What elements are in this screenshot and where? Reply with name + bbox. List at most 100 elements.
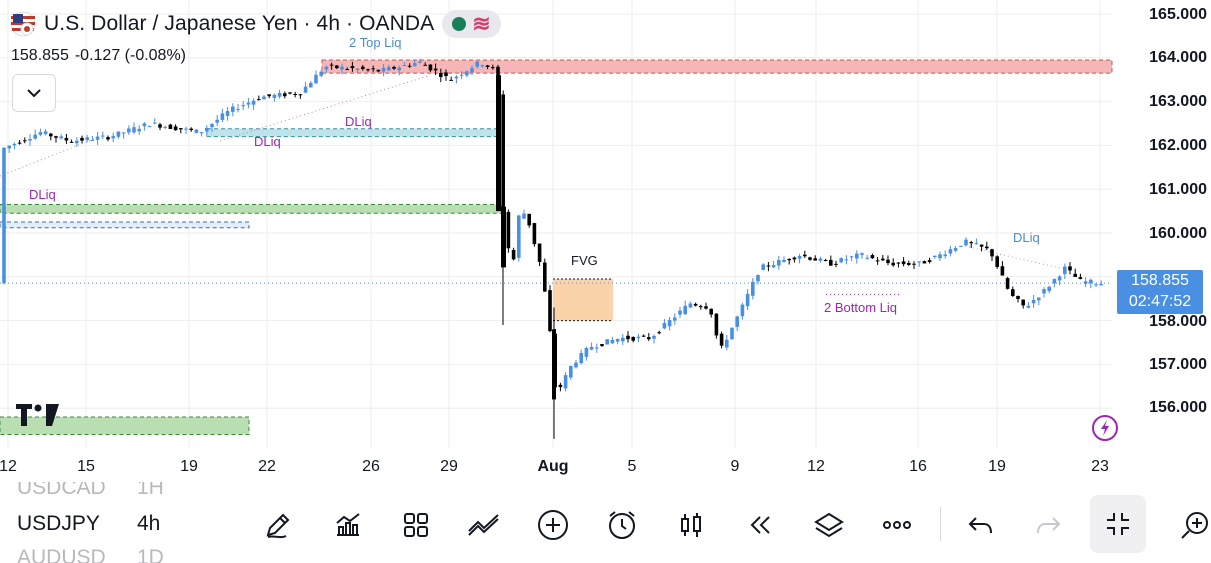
candle-type-icon[interactable]: [671, 505, 711, 545]
candle-body: [168, 124, 173, 129]
chart-area[interactable]: U.S. Dollar / Japanese Yen · 4h · OANDA …: [0, 0, 1211, 490]
candle-body: [319, 71, 323, 76]
candle-body: [501, 206, 506, 268]
x-tick-label: 22: [258, 458, 276, 475]
drawing-tools-icon[interactable]: [464, 505, 504, 545]
candle-body: [693, 303, 698, 306]
candle-body: [959, 245, 963, 247]
candle-body: [236, 109, 240, 111]
candle-body: [376, 69, 381, 72]
candle-body: [792, 257, 797, 260]
candle-body: [43, 131, 48, 135]
candle-body: [517, 215, 521, 258]
candle-body: [829, 259, 833, 266]
alert-icon[interactable]: [602, 505, 642, 545]
watchlist-item[interactable]: USDCAD 1H: [17, 482, 164, 496]
candle-body: [423, 64, 427, 66]
flash-icon[interactable]: [1091, 414, 1119, 447]
collapse-button[interactable]: [12, 74, 56, 112]
candle-body: [95, 136, 100, 140]
candle-body: [491, 67, 495, 69]
dliq-label: DLiq: [29, 187, 56, 202]
candle-body: [340, 66, 344, 70]
candle-body: [257, 99, 261, 101]
fullscreen-exit-icon[interactable]: [1090, 495, 1146, 553]
x-tick-label: 15: [77, 458, 95, 475]
candle-body: [787, 258, 791, 261]
x-tick-label: 26: [362, 458, 380, 475]
candle-body: [153, 122, 157, 124]
undo-icon[interactable]: [960, 505, 1000, 545]
candlestick-chart[interactable]: [0, 0, 1211, 490]
watchlist-symbol: AUDUSD: [17, 546, 106, 563]
watchlist-item[interactable]: AUDUSD 1D: [17, 546, 164, 563]
symbol-title[interactable]: U.S. Dollar / Japanese Yen · 4h · OANDA: [44, 12, 435, 35]
candle-body: [922, 261, 927, 264]
current-price-tag: 158.855 02:47:52: [1117, 270, 1203, 314]
candle-body: [506, 211, 511, 249]
candle-body: [704, 306, 708, 309]
candle-body: [485, 65, 490, 67]
candle-body: [709, 308, 713, 315]
layouts-icon[interactable]: [396, 505, 436, 545]
y-tick-label: 158.000: [1149, 313, 1207, 330]
candle-body: [1031, 299, 1036, 304]
candle-body: [251, 100, 256, 105]
more-icon[interactable]: [877, 505, 917, 545]
trend-line: [0, 136, 101, 177]
candle-body: [1037, 297, 1041, 301]
candle-body: [54, 136, 58, 138]
candle-body: [1078, 277, 1083, 279]
watchlist-item-active[interactable]: USDJPY 4h: [17, 512, 160, 536]
redo-icon[interactable]: [1029, 505, 1069, 545]
candle-body: [813, 258, 817, 261]
y-tick-label: 163.000: [1149, 93, 1207, 110]
dliq-label: DLiq: [1013, 230, 1040, 245]
candle-body: [1094, 284, 1098, 286]
candle-body: [189, 128, 193, 130]
candle-body: [1042, 289, 1046, 294]
candle-body: [184, 128, 188, 130]
dliq-label: DLiq: [254, 134, 281, 149]
candle-body: [563, 375, 568, 389]
candle-body: [990, 249, 994, 257]
pencil-icon[interactable]: [258, 505, 298, 545]
candle-body: [444, 72, 448, 77]
candle-body: [605, 339, 609, 345]
candle-body: [751, 281, 755, 296]
candle-body: [548, 290, 552, 332]
candle-body: [449, 79, 453, 81]
candle-body: [1026, 305, 1031, 308]
candle-body: [194, 129, 199, 133]
layers-icon[interactable]: [809, 505, 849, 545]
y-tick-label: 162.000: [1149, 137, 1207, 154]
indicators-icon[interactable]: [328, 505, 368, 545]
candle-body: [745, 293, 750, 307]
candle-body: [870, 255, 875, 259]
candle-body: [439, 73, 443, 77]
candle-body: [215, 119, 219, 123]
candle-body: [657, 332, 661, 334]
candle-body: [730, 327, 734, 340]
candle-body: [740, 304, 745, 317]
chart-header: U.S. Dollar / Japanese Yen · 4h · OANDA …: [10, 10, 501, 38]
candle-body: [106, 137, 110, 140]
candle-body: [225, 111, 230, 116]
candle-body: [875, 260, 880, 262]
add-icon[interactable]: [533, 505, 573, 545]
candle-body: [907, 263, 911, 265]
x-tick-label: Aug: [537, 458, 569, 475]
zoom-icon[interactable]: [1177, 505, 1211, 545]
candle-body: [309, 82, 313, 88]
candle-body: [782, 259, 786, 263]
candle-body: [428, 64, 433, 71]
market-status-pill[interactable]: ≋: [442, 10, 501, 38]
candle-body: [652, 335, 656, 339]
candle-body: [1099, 283, 1103, 286]
candle-body: [465, 71, 469, 76]
candle-body: [600, 344, 604, 346]
x-tick-label: 12: [0, 458, 17, 475]
replay-icon[interactable]: [740, 505, 780, 545]
candle-body: [220, 113, 225, 120]
candle-body: [199, 132, 204, 134]
